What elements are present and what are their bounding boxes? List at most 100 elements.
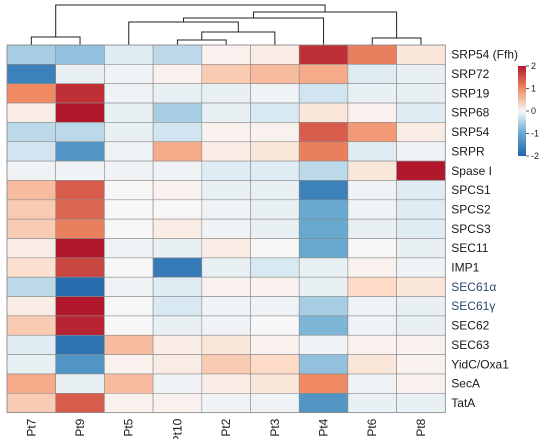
heatmap-cell (104, 160, 154, 181)
heatmap-cell (104, 373, 154, 394)
heatmap-cell (298, 218, 349, 239)
heatmap-cell (55, 160, 105, 181)
heatmap-cell (152, 392, 203, 413)
color-scale-legend: 2 1 0 -1 -2 (518, 61, 539, 161)
heatmap-cell (298, 83, 349, 104)
heatmap-cell (250, 199, 300, 220)
heatmap-cell (396, 373, 446, 394)
heatmap-cell (396, 141, 446, 162)
heatmap-cell (396, 238, 446, 259)
column-labels: Pt7 Pt9 Pt5 Pt10 Pt2 Pt3 Pt4 Pt6 Pt8 (24, 418, 428, 439)
heatmap-cell (298, 392, 349, 413)
row-label: SPCS2 (451, 202, 491, 216)
heatmap-cell (55, 218, 105, 239)
heatmap-cell (298, 373, 349, 394)
heatmap-cell (6, 296, 57, 317)
heatmap-cell (201, 64, 251, 84)
heatmap-cell (152, 296, 203, 317)
heatmap-cell (104, 141, 154, 162)
heatmap-cell (104, 44, 154, 65)
heatmap-cell (152, 238, 203, 259)
heatmap-cell (201, 199, 251, 220)
heatmap-cell (201, 354, 251, 375)
heatmap-cell (396, 199, 446, 220)
column-label: Pt5 (122, 418, 136, 436)
heatmap-cell (396, 102, 446, 123)
heatmap-cell (298, 354, 349, 375)
heatmap-cell (104, 257, 154, 278)
heatmap-cell (55, 392, 105, 413)
heatmap-cell (152, 218, 203, 239)
heatmap-cell (55, 257, 105, 278)
heatmap-border (6, 44, 446, 414)
dendrogram-branch (30, 36, 81, 45)
heatmap-cell (6, 373, 57, 394)
heatmap-cell (152, 44, 203, 65)
heatmap-cell (6, 238, 57, 259)
heatmap-cell (55, 276, 105, 297)
heatmap-cell (250, 218, 300, 239)
heatmap-cell (152, 315, 203, 336)
heatmap-cell (347, 83, 397, 104)
heatmap-cell (298, 180, 349, 201)
heatmap-cell (347, 218, 397, 239)
heatmap-cell (152, 276, 203, 297)
legend-tick-label: 2 (531, 61, 536, 71)
row-label: YidC/Oxa1 (451, 357, 509, 371)
heatmap-cell (104, 122, 154, 143)
heatmap-cell (201, 392, 251, 413)
heatmap-cell (250, 44, 300, 65)
heatmap-cell (201, 44, 251, 65)
row-label: SRP19 (451, 86, 489, 100)
row-label: SRP54 (Ffh) (451, 48, 518, 62)
heatmap-cell (250, 180, 300, 201)
heatmap-cell (152, 83, 203, 104)
heatmap-cell (55, 64, 105, 84)
heatmap-cell (6, 334, 57, 355)
heatmap-cell (6, 218, 57, 239)
heatmap-cell (347, 160, 397, 181)
heatmap-cell (152, 199, 203, 220)
heatmap-cell (396, 44, 446, 65)
heatmap-cell (104, 354, 154, 375)
heatmap-cell (104, 218, 154, 239)
heatmap-cell (347, 354, 397, 375)
row-label: SEC63 (451, 338, 489, 352)
heatmap-cell (201, 218, 251, 239)
column-label: Pt6 (365, 418, 379, 436)
row-label: SEC11 (451, 241, 488, 255)
heatmap-cell (396, 315, 446, 336)
heatmap-cell (250, 392, 300, 413)
heatmap-cell (152, 257, 203, 278)
heatmap-cell (201, 334, 251, 355)
heatmap-cell (396, 180, 446, 201)
row-label: SEC62 (451, 319, 489, 333)
column-label: Pt10 (170, 418, 184, 439)
heatmap-cell (201, 141, 251, 162)
row-label: IMP1 (451, 261, 479, 275)
heatmap-cell (152, 122, 203, 143)
heatmap-cell (396, 296, 446, 317)
dendrogram-branch (371, 37, 422, 45)
heatmap-cell (6, 44, 57, 65)
heatmap-cell (201, 315, 251, 336)
column-label: Pt2 (219, 418, 233, 436)
heatmap-cell (55, 199, 105, 220)
heatmap-cell (347, 238, 397, 259)
heatmap-cell (55, 141, 105, 162)
row-label: SPCS3 (451, 222, 491, 236)
heatmap-cell (250, 257, 300, 278)
heatmap-cell (55, 334, 105, 355)
heatmap-cell (152, 373, 203, 394)
dendrogram-branch (55, 4, 326, 37)
heatmap-cell (347, 180, 397, 201)
heatmap-cell (347, 315, 397, 336)
column-label: Pt3 (268, 418, 282, 436)
heatmap-cell (6, 122, 57, 143)
heatmap-cell (201, 102, 251, 123)
heatmap-cell (250, 160, 300, 181)
row-label: SRP68 (451, 106, 489, 120)
heatmap-cell (55, 102, 105, 123)
heatmap-cell (201, 373, 251, 394)
